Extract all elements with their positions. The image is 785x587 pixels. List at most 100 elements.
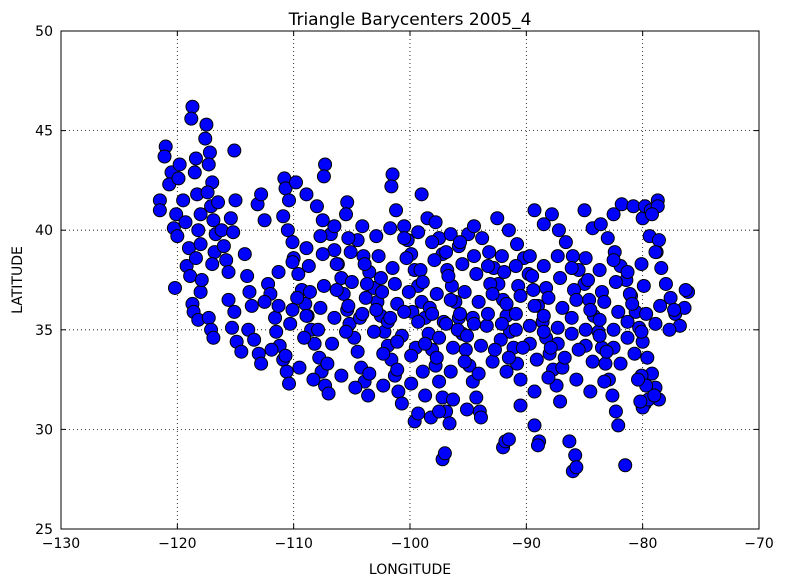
data-point (413, 263, 428, 278)
data-point (508, 259, 523, 274)
data-point (291, 267, 306, 282)
data-point (457, 354, 472, 369)
data-point (600, 231, 615, 246)
data-point (369, 302, 384, 317)
data-point (418, 388, 433, 403)
data-point (613, 356, 628, 371)
data-point (257, 294, 272, 309)
data-point (458, 342, 473, 357)
data-point (593, 217, 608, 232)
data-point (188, 151, 203, 166)
data-point (178, 215, 193, 230)
data-point (499, 364, 514, 379)
data-point (485, 354, 500, 369)
data-point (199, 117, 214, 132)
data-point (633, 394, 648, 409)
data-point (183, 269, 198, 284)
data-point (536, 217, 551, 232)
data-point (429, 286, 444, 301)
data-point (415, 274, 430, 289)
data-point (490, 211, 505, 226)
data-point (185, 99, 200, 114)
grid-lines (61, 31, 759, 529)
y-tick-label: 25 (35, 522, 53, 538)
data-point (562, 434, 577, 449)
data-point (626, 199, 641, 214)
data-point (341, 298, 356, 313)
data-point (285, 302, 300, 317)
data-point (487, 342, 502, 357)
data-point (280, 223, 295, 238)
data-point (580, 273, 595, 287)
data-point (282, 193, 297, 208)
data-point (350, 344, 365, 359)
data-point (201, 157, 216, 172)
data-point (193, 207, 208, 222)
data-point (639, 306, 654, 321)
x-tick-label: −100 (391, 536, 429, 552)
data-point (620, 330, 635, 345)
data-point (592, 312, 607, 327)
data-point (414, 187, 429, 202)
data-point (515, 340, 530, 355)
data-point (290, 290, 305, 305)
data-point (234, 344, 249, 359)
data-point (285, 235, 300, 250)
data-point (564, 310, 579, 325)
axis-ticks: −130 −120 −110 −100 −90 −80 −70 25 30 35 40 45 50 (35, 24, 774, 552)
data-point (340, 195, 355, 210)
data-point (242, 284, 257, 299)
data-point (441, 269, 456, 284)
data-point (597, 294, 612, 309)
data-point (257, 213, 272, 228)
data-point (376, 346, 391, 361)
data-point (606, 207, 621, 222)
data-point (466, 219, 481, 234)
data-point (653, 298, 668, 313)
data-point (571, 342, 586, 357)
data-point (292, 360, 307, 375)
data-point (631, 372, 646, 387)
data-point (227, 304, 242, 319)
data-point (339, 207, 354, 222)
data-point (226, 225, 241, 240)
data-point (187, 165, 202, 180)
data-point (383, 221, 398, 236)
data-point (279, 364, 294, 379)
data-point (404, 348, 419, 363)
data-point (247, 332, 262, 347)
data-point (618, 458, 633, 473)
data-point (227, 143, 242, 158)
data-point (527, 298, 542, 313)
data-point (469, 390, 484, 405)
data-point (176, 193, 191, 208)
data-point (475, 231, 490, 246)
data-point (583, 302, 598, 317)
data-point (283, 316, 298, 331)
data-point (276, 209, 291, 224)
data-point (429, 350, 444, 365)
data-point (647, 388, 662, 403)
data-point (228, 193, 243, 208)
data-point (394, 396, 409, 411)
data-point (327, 243, 342, 258)
data-point (169, 207, 184, 222)
data-point (536, 259, 551, 274)
data-point (221, 292, 236, 307)
data-point (244, 298, 259, 313)
x-tick-label: −130 (42, 536, 80, 552)
data-point (453, 306, 468, 321)
data-point (634, 324, 649, 339)
data-point (553, 271, 568, 286)
data-point (453, 235, 468, 250)
data-point (501, 223, 516, 238)
data-point (390, 362, 405, 377)
y-tick-label: 45 (35, 124, 53, 140)
data-point (480, 306, 495, 321)
data-point (385, 167, 400, 182)
data-point (384, 179, 399, 194)
data-point (455, 257, 470, 272)
data-point (510, 237, 525, 252)
data-point (306, 372, 321, 387)
